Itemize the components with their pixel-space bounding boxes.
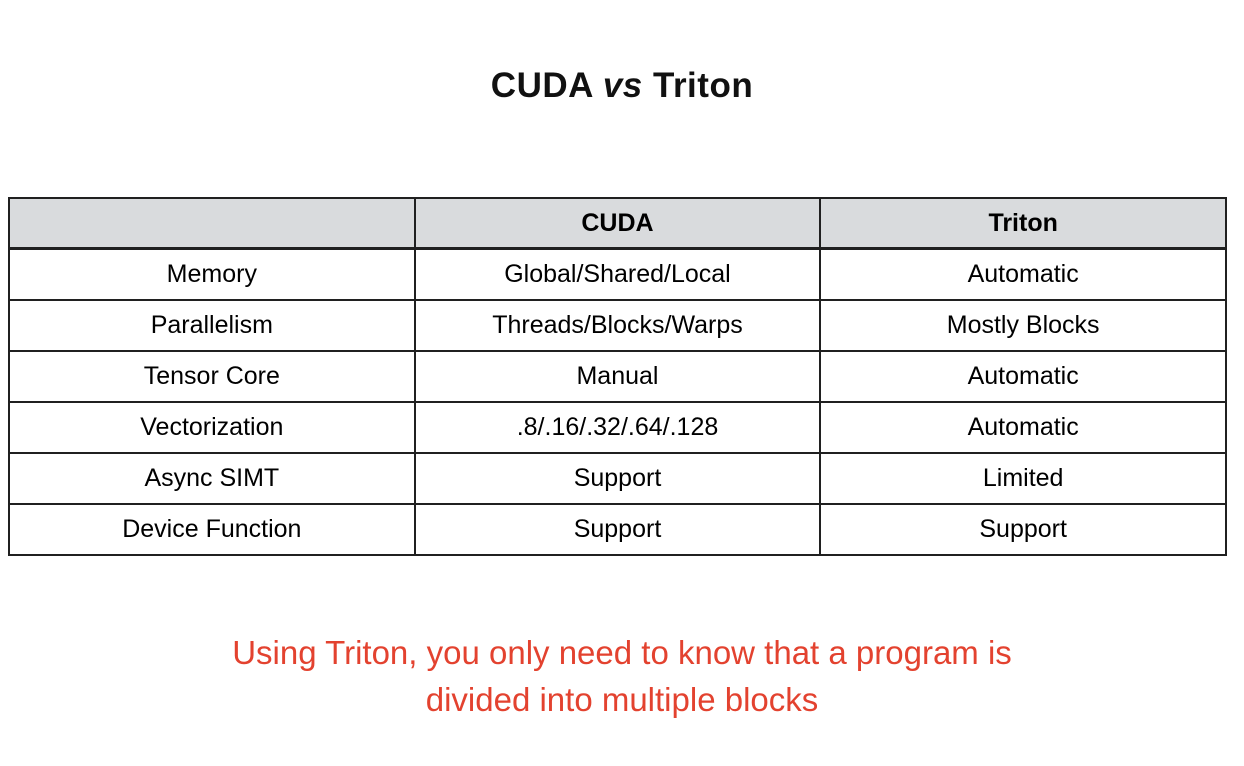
row-label: Async SIMT [8, 452, 416, 505]
triton-value: Automatic [819, 401, 1227, 454]
title-part2: Triton [642, 66, 754, 105]
cuda-value: Threads/Blocks/Warps [413, 299, 822, 352]
table-row: Memory Global/Shared/Local Automatic [8, 247, 1227, 301]
caption-line-2: divided into multiple blocks [425, 681, 819, 718]
header-cell-triton: Triton [819, 197, 1227, 250]
row-label: Parallelism [8, 299, 416, 352]
row-label: Tensor Core [8, 350, 416, 403]
triton-value: Automatic [819, 247, 1227, 301]
header-cell-blank [8, 197, 416, 250]
cuda-value: .8/.16/.32/.64/.128 [413, 401, 822, 454]
triton-value: Limited [819, 452, 1227, 505]
caption-text: Using Triton, you only need to know that… [0, 629, 1244, 723]
title-vs: vs [602, 66, 643, 105]
cuda-value: Support [413, 452, 822, 505]
table-row: Tensor Core Manual Automatic [8, 350, 1227, 403]
triton-value: Support [819, 503, 1227, 556]
table-row: Device Function Support Support [8, 503, 1227, 556]
table-row: Vectorization .8/.16/.32/.64/.128 Automa… [8, 401, 1227, 454]
cuda-value: Manual [413, 350, 822, 403]
triton-value: Mostly Blocks [819, 299, 1227, 352]
cuda-value: Support [413, 503, 822, 556]
page-title: CUDA vs Triton [0, 66, 1244, 106]
row-label: Memory [8, 247, 416, 301]
row-label: Device Function [8, 503, 416, 556]
cuda-value: Global/Shared/Local [413, 247, 822, 301]
table-row: Async SIMT Support Limited [8, 452, 1227, 505]
triton-value: Automatic [819, 350, 1227, 403]
header-cell-cuda: CUDA [413, 197, 822, 250]
caption-line-1: Using Triton, you only need to know that… [232, 634, 1012, 671]
table-header-row: CUDA Triton [8, 197, 1227, 250]
title-part1: CUDA [490, 66, 603, 105]
comparison-table: CUDA Triton Memory Global/Shared/Local A… [8, 197, 1227, 556]
row-label: Vectorization [8, 401, 416, 454]
table-row: Parallelism Threads/Blocks/Warps Mostly … [8, 299, 1227, 352]
